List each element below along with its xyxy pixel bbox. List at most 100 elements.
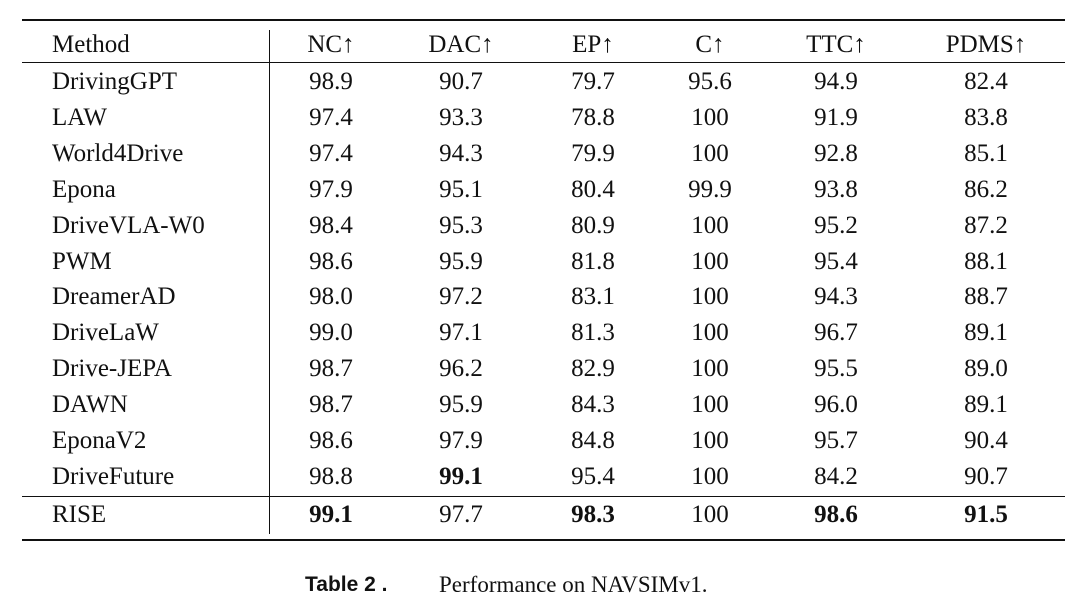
value-cell: 97.9 — [439, 427, 483, 454]
value-cell: 94.3 — [814, 283, 858, 311]
value-cell: 94.3 — [439, 139, 483, 167]
header-cell: Method — [52, 31, 130, 58]
value-cell: 79.7 — [571, 68, 615, 95]
value-cell: 98.6 — [814, 501, 858, 528]
value-cell: 100 — [691, 355, 729, 383]
value-cell: 97.1 — [439, 319, 483, 347]
value-cell: 90.4 — [964, 427, 1008, 454]
value-cell: 95.5 — [814, 355, 858, 383]
header-cell: EP↑ — [572, 31, 614, 58]
mid-rule — [22, 496, 1065, 497]
column-divider — [269, 30, 270, 534]
value-cell: 100 — [691, 462, 729, 490]
value-cell: 84.3 — [571, 391, 615, 419]
value-cell: 84.8 — [571, 427, 615, 454]
method-cell: RISE — [52, 501, 107, 528]
method-cell: DriveFuture — [52, 462, 175, 490]
value-cell: 80.9 — [571, 211, 615, 239]
value-cell: 89.0 — [964, 355, 1008, 383]
value-cell: 94.9 — [814, 68, 858, 95]
value-cell: 98.9 — [309, 68, 353, 95]
value-cell: 85.1 — [964, 139, 1008, 167]
value-cell: 100 — [691, 427, 729, 454]
value-cell: 82.4 — [964, 68, 1008, 95]
value-cell: 93.8 — [814, 175, 858, 203]
value-cell: 98.3 — [571, 501, 615, 528]
value-cell: 93.3 — [439, 103, 483, 131]
value-cell: 95.4 — [814, 247, 858, 275]
value-cell: 100 — [691, 247, 729, 275]
method-cell: DrivingGPT — [52, 68, 177, 95]
value-cell: 95.3 — [439, 211, 483, 239]
value-cell: 100 — [691, 139, 729, 167]
value-cell: 95.2 — [814, 211, 858, 239]
value-cell: 89.1 — [964, 391, 1008, 419]
value-cell: 100 — [691, 103, 729, 131]
value-cell: 84.2 — [814, 462, 858, 490]
method-cell: DreamerAD — [52, 283, 176, 311]
value-cell: 95.6 — [688, 68, 732, 95]
value-cell: 81.3 — [571, 319, 615, 347]
value-cell: 98.4 — [309, 211, 353, 239]
value-cell: 88.1 — [964, 247, 1008, 275]
value-cell: 96.7 — [814, 319, 858, 347]
header-cell: TTC↑ — [806, 31, 866, 58]
header-cell: PDMS↑ — [945, 31, 1027, 58]
header-cell: C↑ — [695, 31, 725, 58]
value-cell: 97.2 — [439, 283, 483, 311]
value-cell: 88.7 — [964, 283, 1008, 311]
value-cell: 100 — [691, 319, 729, 347]
value-cell: 82.9 — [571, 355, 615, 383]
value-cell: 96.0 — [814, 391, 858, 419]
value-cell: 83.8 — [964, 103, 1008, 131]
value-cell: 97.4 — [309, 139, 353, 167]
value-cell: 97.9 — [309, 175, 353, 203]
method-cell: Drive-JEPA — [52, 355, 172, 383]
header-cell: DAC↑ — [428, 31, 494, 58]
value-cell: 95.4 — [571, 462, 615, 490]
value-cell: 99.9 — [688, 175, 732, 203]
value-cell: 95.1 — [439, 175, 483, 203]
value-cell: 90.7 — [964, 462, 1008, 490]
value-cell: 98.7 — [309, 355, 353, 383]
method-cell: PWM — [52, 247, 112, 275]
value-cell: 98.0 — [309, 283, 353, 311]
value-cell: 81.8 — [571, 247, 615, 275]
method-cell: World4Drive — [52, 139, 184, 167]
value-cell: 100 — [691, 283, 729, 311]
value-cell: 100 — [691, 391, 729, 419]
value-cell: 98.6 — [309, 247, 353, 275]
value-cell: 99.1 — [309, 501, 353, 528]
value-cell: 99.0 — [309, 319, 353, 347]
value-cell: 95.7 — [814, 427, 858, 454]
method-cell: DriveLaW — [52, 319, 159, 347]
value-cell: 79.9 — [571, 139, 615, 167]
value-cell: 89.1 — [964, 319, 1008, 347]
value-cell: 95.9 — [439, 247, 483, 275]
header-cell: NC↑ — [307, 31, 355, 58]
value-cell: 98.8 — [309, 462, 353, 490]
value-cell: 90.7 — [439, 68, 483, 95]
value-cell: 100 — [691, 211, 729, 239]
value-cell: 95.9 — [439, 391, 483, 419]
method-cell: DriveVLA-W0 — [52, 211, 205, 239]
value-cell: 99.1 — [439, 462, 483, 490]
method-cell: Epona — [52, 175, 116, 203]
value-cell: 91.9 — [814, 103, 858, 131]
value-cell: 97.4 — [309, 103, 353, 131]
caption-label: Table 2 . — [305, 573, 388, 596]
value-cell: 78.8 — [571, 103, 615, 131]
value-cell: 83.1 — [571, 283, 615, 311]
value-cell: 98.7 — [309, 391, 353, 419]
method-cell: LAW — [52, 103, 107, 131]
caption-text: Performance on NAVSIMv1. — [439, 572, 708, 597]
value-cell: 87.2 — [964, 211, 1008, 239]
value-cell: 92.8 — [814, 139, 858, 167]
value-cell: 86.2 — [964, 175, 1008, 203]
value-cell: 91.5 — [964, 501, 1008, 528]
value-cell: 96.2 — [439, 355, 483, 383]
bottom-rule — [22, 539, 1065, 541]
top-rule — [22, 19, 1065, 21]
header-rule — [22, 62, 1065, 63]
